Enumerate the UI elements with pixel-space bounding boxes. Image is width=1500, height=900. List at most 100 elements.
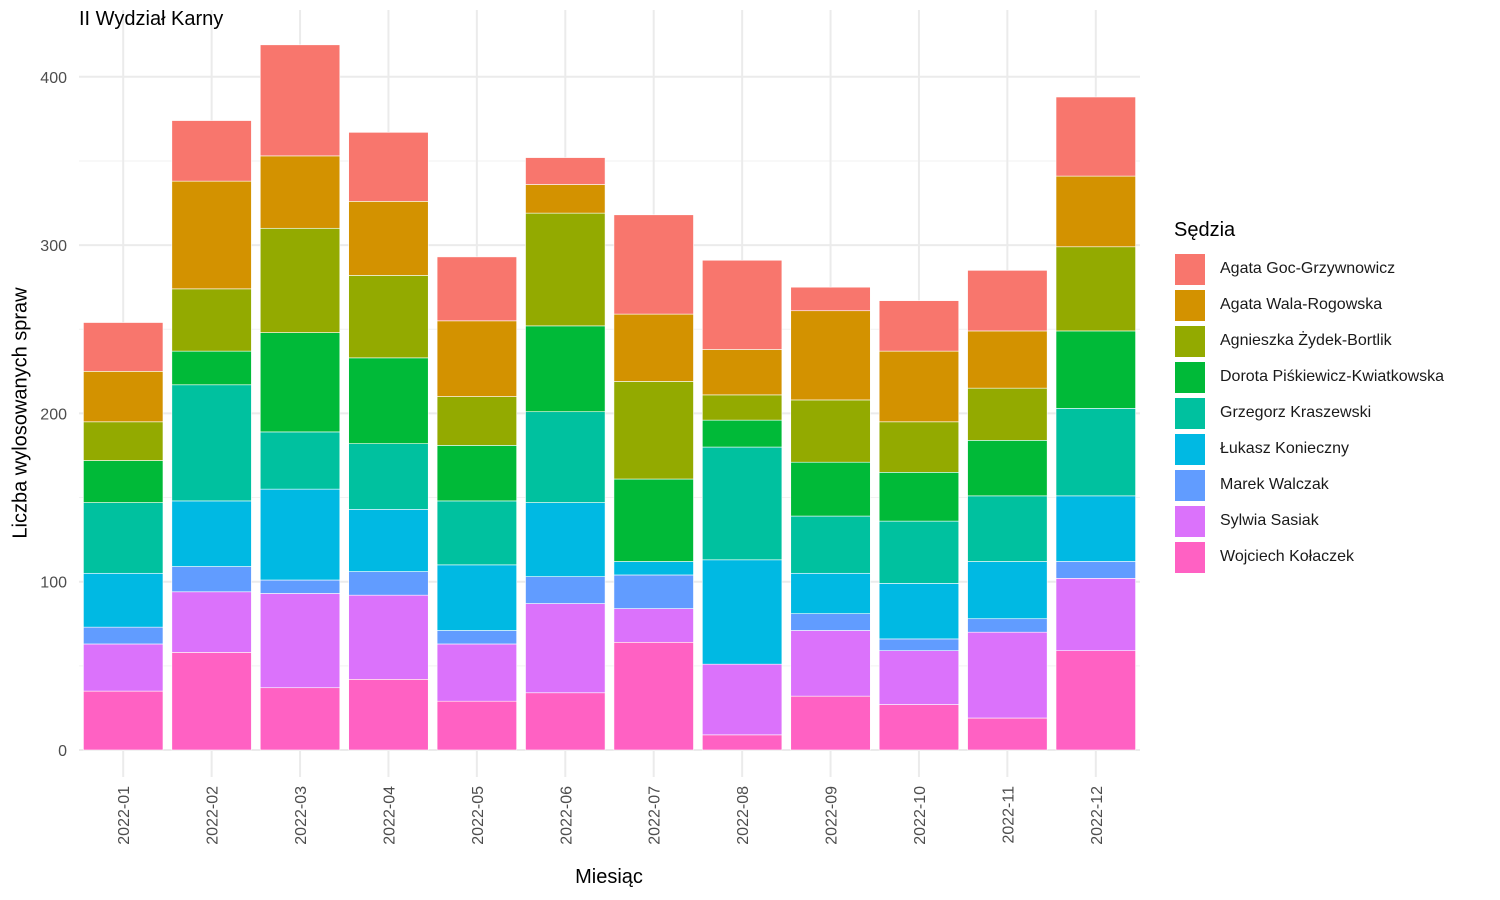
bar-segment [790, 515, 871, 574]
bar-segment [525, 411, 606, 503]
bar-segment [878, 350, 960, 423]
bar-segment [613, 478, 694, 562]
legend-title: Sędzia [1174, 219, 1236, 241]
bar-segment [525, 157, 606, 185]
bar-segment [171, 652, 252, 751]
x-tick-label: 2022-08 [735, 786, 752, 845]
bar-segment [702, 259, 783, 350]
bar-segment [83, 690, 164, 751]
bar-segment [436, 643, 517, 702]
bar-segment [878, 472, 960, 522]
bar-segment [259, 44, 341, 157]
y-tick-labels: 0 100 200 300 400 [40, 70, 67, 760]
bar-segment [525, 603, 606, 694]
bar-segment [259, 579, 341, 594]
legend-key [1174, 360, 1206, 394]
bar-segment [348, 132, 429, 202]
bar-segment [348, 571, 429, 596]
bar-segment [171, 120, 252, 182]
legend-key [1174, 468, 1206, 502]
bar-segment [259, 155, 341, 229]
bar-segment [790, 572, 871, 614]
x-tick-label: 2022-02 [205, 786, 222, 845]
bar-segment [259, 431, 341, 490]
legend-item: Agnieszka Żydek-Bortlik [1174, 323, 1444, 359]
bar-segment [83, 643, 164, 692]
legend-item: Agata Goc-Grzywnowicz [1174, 251, 1444, 287]
bar-segment [967, 717, 1048, 751]
bar-segment [348, 594, 429, 680]
x-tick-label: 2022-04 [381, 786, 398, 845]
legend-item: Agata Wala-Rogowska [1174, 287, 1444, 323]
bar-segment [171, 180, 252, 290]
bar-segment [259, 687, 341, 751]
bar-segment [259, 332, 341, 433]
bar-segment [436, 630, 517, 645]
legend-item: Dorota Piśkiewicz-Kwiatkowska [1174, 359, 1444, 395]
bar-segment [790, 695, 871, 751]
bar-segment [348, 275, 429, 359]
bar-segment [1055, 650, 1136, 751]
bar-segment [613, 574, 694, 609]
x-tick-label: 2022-11 [1000, 786, 1017, 844]
bar-segment [259, 488, 341, 581]
bar-segment [171, 384, 252, 502]
bar-segment [348, 679, 429, 751]
legend-item: Grzegorz Kraszewski [1174, 395, 1444, 431]
y-tick-label: 200 [40, 406, 67, 423]
bar-segment [967, 495, 1048, 562]
bar-segment [436, 320, 517, 397]
legend-key [1174, 396, 1206, 430]
bar-segment [702, 663, 783, 736]
legend-key [1174, 504, 1206, 538]
bar-segment [525, 325, 606, 413]
bar-segment [436, 396, 517, 446]
x-tick-label: 2022-10 [912, 786, 929, 845]
y-tick-label: 300 [40, 238, 67, 255]
legend-label: Wojciech Kołaczek [1220, 548, 1354, 565]
bar-segment [702, 349, 783, 396]
legend-item: Sylwia Sasiak [1174, 503, 1444, 539]
bar-segment [878, 300, 960, 352]
bar-segment [83, 502, 164, 574]
x-tick-labels: 2022-01 2022-02 2022-03 2022-04 2022-05 2022-… [116, 786, 1106, 845]
bar-segment [967, 440, 1048, 497]
bars [83, 44, 1136, 751]
bar-segment [1055, 408, 1136, 497]
bar-segment [436, 500, 517, 566]
y-tick-label: 100 [40, 575, 67, 592]
bar-segment [790, 461, 871, 517]
bar-segment [171, 591, 252, 653]
bar-segment [702, 419, 783, 448]
bar-segment [790, 613, 871, 631]
bar-segment [1055, 96, 1136, 177]
y-tick-label: 400 [40, 70, 67, 87]
bar-segment [613, 641, 694, 751]
bar-segment [1055, 246, 1136, 332]
legend-key [1174, 432, 1206, 466]
bar-segment [83, 460, 164, 503]
legend-item: Wojciech Kołaczek [1174, 539, 1444, 575]
bar-segment [436, 564, 517, 631]
legend-items: Agata Goc-Grzywnowicz Agata Wala-Rogowska… [1174, 251, 1444, 575]
bar-segment [878, 704, 960, 751]
bar-segment [878, 583, 960, 640]
bar-segment [525, 692, 606, 751]
x-tick-label: 2022-09 [824, 786, 841, 845]
bar-segment [259, 227, 341, 333]
bar-segment [1055, 561, 1136, 579]
bar-segment [967, 618, 1048, 633]
bar-segment [702, 559, 783, 665]
legend-label: Agata Wala-Rogowska [1220, 296, 1383, 313]
bar-segment [613, 381, 694, 480]
legend-label: Agata Goc-Grzywnowicz [1220, 260, 1396, 277]
legend-label: Sylwia Sasiak [1220, 512, 1319, 529]
bar-segment [790, 286, 871, 312]
bar-segment [525, 576, 606, 604]
bar-segment [83, 626, 164, 645]
legend-key [1174, 540, 1206, 574]
bar-segment [878, 520, 960, 584]
bar-segment [436, 445, 517, 502]
bar-segment [1055, 578, 1136, 652]
bar-segment [878, 421, 960, 473]
